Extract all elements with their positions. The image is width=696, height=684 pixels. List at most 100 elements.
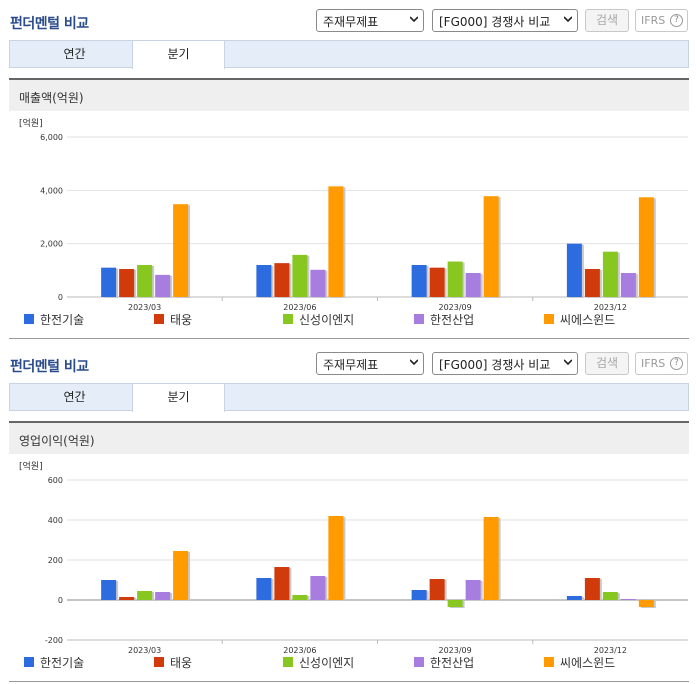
ifrs-help-button[interactable]: IFRS ? [635,9,688,32]
chevron-down-icon [410,16,418,23]
bar [566,596,582,600]
panel-title: 펀더멘털 비교 [10,16,89,32]
y-tick-label: 0 [58,596,63,605]
bar [101,580,117,600]
bar [137,265,153,297]
legend-label: 씨에스윈드 [560,656,616,670]
peer-group-select[interactable]: [FG000] 경쟁사 비교 [432,9,578,32]
legend-label: 태웅 [170,313,193,327]
bar [465,273,481,297]
bar [411,265,427,297]
legend-label: 한전산업 [430,656,475,670]
legend-swatch [24,657,34,667]
bar [119,269,135,297]
chevron-down-icon [410,359,418,366]
bar [429,579,445,600]
section-title: 영업이익(억원) [9,421,689,454]
bar [566,243,582,297]
chart-area: [억원] 6,000 4,000 2,000 0 2023/03 2023/06 2023/0… [9,111,689,339]
bar [310,576,326,600]
bar [620,599,636,600]
bar [137,591,153,600]
y-tick-label: -200 [45,636,63,645]
x-tick-label: 2023/09 [439,303,472,311]
statement-select-value: 주재무제표 [323,358,379,372]
bar [638,600,654,607]
x-tick-label: 2023/03 [128,303,161,311]
legend-label: 한전산업 [430,313,475,327]
bar [274,567,290,600]
bar [411,590,427,600]
bar [620,273,636,297]
chart-legend: 한전기술 태웅 신성이엔지 한전산업 씨에스윈드 [0,311,680,329]
fundamental-panel-operating-profit: 펀더멘털 비교 주재무제표 [FG000] 경쟁사 비교 검색 IFRS ? 연… [0,343,696,684]
y-tick-label: 600 [48,476,63,485]
tab-annual[interactable]: 연간 [63,390,86,404]
y-tick-label: 400 [48,516,63,525]
ifrs-help-button[interactable]: IFRS ? [635,352,688,375]
section-title: 매출액(억원) [9,78,689,111]
x-tick-label: 2023/09 [439,646,472,654]
bar [638,197,654,297]
revenue-bar-chart: [억원] 6,000 4,000 2,000 0 2023/03 2023/06 2023/0… [19,117,688,311]
x-tick-label: 2023/12 [594,646,627,654]
peer-group-select-value: [FG000] 경쟁사 비교 [439,15,551,29]
bar [173,551,189,600]
legend-swatch [544,314,554,324]
chevron-down-icon [564,16,572,23]
bar [447,600,463,607]
panel-title: 펀더멘털 비교 [10,359,89,375]
bar [447,261,463,297]
chevron-down-icon [564,359,572,366]
bar [602,592,618,600]
x-tick-label: 2023/06 [283,303,316,311]
bar [429,267,445,297]
x-tick-label: 2023/06 [283,646,316,654]
bar [292,595,308,600]
legend-swatch [154,314,164,324]
legend-swatch [414,314,424,324]
bar [292,254,308,297]
unit-label: [억원] [19,460,43,472]
statement-select[interactable]: 주재무제표 [316,352,424,375]
chart-legend: 한전기술 태웅 신성이엔지 한전산업 씨에스윈드 [0,654,680,672]
ifrs-label: IFRS [641,14,666,27]
legend-label: 한전기술 [40,313,85,327]
bar [602,251,618,297]
legend-swatch [544,657,554,667]
bar [584,578,600,600]
search-button[interactable]: 검색 [585,352,629,375]
bar [465,580,481,600]
y-tick-label: 2,000 [40,240,63,249]
search-button[interactable]: 검색 [585,9,629,32]
y-tick-label: 0 [58,293,63,302]
tab-quarterly[interactable]: 분기 [132,41,225,69]
legend-swatch [24,314,34,324]
peer-group-select-value: [FG000] 경쟁사 비교 [439,358,551,372]
period-tabs: 연간 분기 [9,40,689,69]
bar-shadow [622,600,638,601]
question-icon: ? [670,357,683,370]
chart-area: [억원] 600 400 200 0 -200 2023/03 2023/06 2023/09 2… [9,454,689,682]
y-tick-label: 6,000 [40,133,63,142]
bar [328,516,344,600]
statement-select-value: 주재무제표 [323,15,379,29]
statement-select[interactable]: 주재무제표 [316,9,424,32]
bar [155,592,171,600]
operating-profit-bar-chart: [억원] 600 400 200 0 -200 2023/03 2023/06 2023/09 2… [19,460,688,654]
legend-label: 신성이엔지 [299,656,355,670]
unit-label: [억원] [19,117,43,129]
y-tick-label: 4,000 [40,186,63,195]
question-icon: ? [670,14,683,27]
bar [483,196,499,297]
bar [584,269,600,297]
legend-swatch [414,657,424,667]
peer-group-select[interactable]: [FG000] 경쟁사 비교 [432,352,578,375]
tab-annual[interactable]: 연간 [63,47,86,61]
ifrs-label: IFRS [641,357,666,370]
fundamental-panel-revenue: 펀더멘털 비교 주재무제표 [FG000] 경쟁사 비교 검색 IFRS ? 연… [0,9,689,339]
legend-swatch [283,314,293,324]
bar [483,517,499,600]
tab-quarterly[interactable]: 분기 [132,384,225,412]
y-tick-label: 200 [48,556,63,565]
